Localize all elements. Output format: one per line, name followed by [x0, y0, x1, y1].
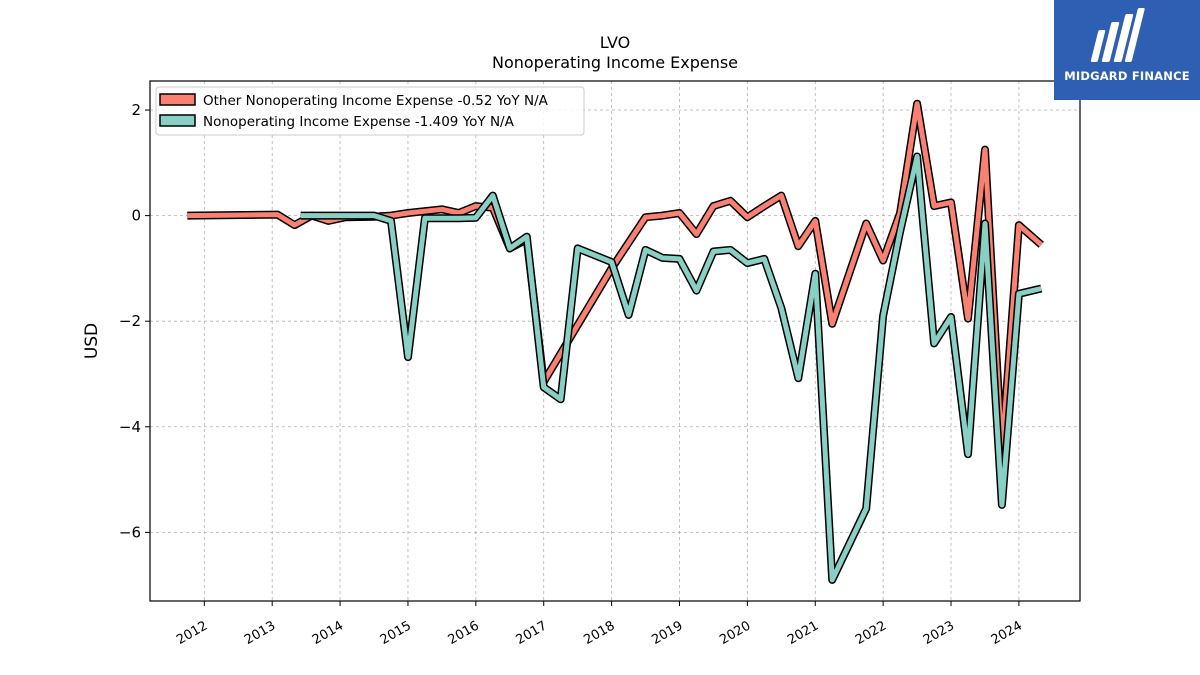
plot-area-frame — [149, 80, 1081, 602]
series-lines — [187, 99, 1044, 584]
x-tick-label: 2017 — [514, 618, 550, 648]
y-tick-label: −2 — [119, 312, 141, 330]
x-tick-label: 2020 — [717, 618, 753, 648]
x-tick-label: 2022 — [853, 618, 889, 648]
legend-swatch-1 — [159, 114, 196, 127]
x-tick-label: 2013 — [242, 618, 278, 648]
x-tick-label: 2019 — [649, 618, 685, 648]
x-tick-label: 2024 — [989, 618, 1025, 648]
chart-title: LVO — [600, 33, 630, 52]
chart-subtitle: Nonoperating Income Expense — [492, 53, 738, 72]
legend-label-0: Other Nonoperating Income Expense -0.52 … — [203, 93, 549, 109]
x-tick-label: 2016 — [446, 618, 482, 648]
brand-name: MIDGARD FINANCE — [1064, 69, 1190, 83]
x-tick-label: 2015 — [378, 618, 414, 648]
brand-logo: MIDGARD FINANCE — [1054, 0, 1200, 100]
x-tick-label: 2023 — [921, 618, 957, 648]
y-axis-label: USD — [82, 323, 102, 359]
axis-ticks: 2 0 −2 −4 −6 2012 2013 2014 2015 2016 2017 2018 2019… — [119, 101, 1025, 648]
series-1 — [300, 152, 1043, 584]
legend-swatch-0 — [159, 93, 196, 106]
x-tick-label: 2014 — [310, 618, 346, 648]
midgard-logo-icon — [1090, 8, 1145, 62]
y-tick-label: −6 — [119, 523, 141, 541]
series-1-line — [300, 154, 1042, 583]
y-tick-label: 0 — [131, 207, 141, 225]
x-tick-label: 2018 — [581, 618, 617, 648]
y-tick-label: 2 — [131, 101, 141, 119]
legend: Other Nonoperating Income Expense -0.52 … — [155, 86, 585, 136]
legend-label-1: Nonoperating Income Expense -1.409 YoY N… — [203, 114, 515, 130]
legend-box — [155, 86, 585, 136]
series-1-outline — [300, 152, 1043, 584]
x-tick-label: 2021 — [785, 618, 821, 648]
x-tick-label: 2012 — [174, 618, 210, 648]
grid-lines — [150, 81, 1080, 601]
y-tick-label: −4 — [119, 418, 141, 436]
